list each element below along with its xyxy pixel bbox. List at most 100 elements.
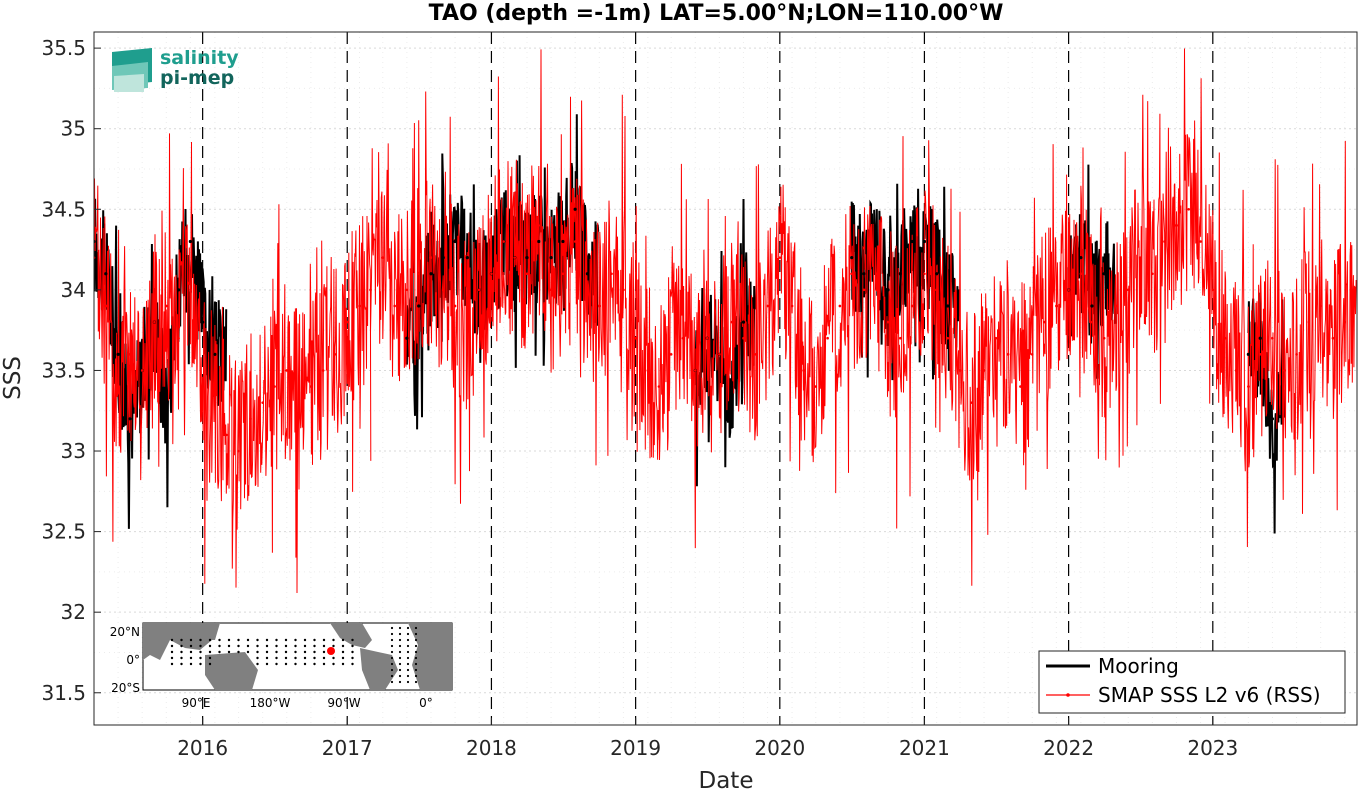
mooring-dot: [341, 644, 345, 648]
mooring-data-point: [1270, 417, 1275, 421]
north-america-landmass: [330, 623, 372, 648]
mooring-dot: [398, 638, 402, 642]
smap-data-point: [1079, 272, 1083, 276]
inset-lon-0: 0°: [419, 696, 433, 710]
smap-data-point: [369, 288, 372, 292]
smap-data-point: [935, 288, 938, 292]
smap-data-point: [201, 385, 204, 388]
smap-data-point: [597, 304, 601, 308]
salinity-pi-mep-logo: salinity pi-mep: [112, 47, 239, 92]
smap-data-point: [681, 336, 685, 340]
smap-data-point: [1006, 353, 1010, 356]
mooring-dot: [256, 656, 259, 660]
mooring-dot: [170, 644, 174, 648]
mooring-dot: [303, 650, 307, 654]
mooring-dot: [390, 656, 394, 660]
smap-data-point: [705, 336, 709, 340]
mooring-dot: [390, 638, 394, 642]
south-america-landmass: [360, 648, 398, 690]
mooring-dot: [390, 644, 394, 648]
smap-data-point: [1055, 304, 1058, 308]
smap-data-point: [1247, 385, 1250, 388]
smap-data-point: [814, 385, 818, 388]
smap-data-point: [225, 433, 228, 437]
smap-data-point: [1019, 385, 1022, 388]
mooring-dot: [227, 644, 231, 648]
x-tick-label: 2016: [177, 736, 228, 760]
mooring-data-point: [213, 352, 217, 356]
x-tick-label: 2021: [899, 736, 950, 760]
smap-data-point: [718, 353, 721, 356]
inset-lat-0: 0°: [126, 653, 140, 667]
x-tick-label: 2018: [466, 736, 517, 760]
smap-data-point: [309, 385, 313, 388]
mooring-dot: [256, 650, 259, 654]
mooring-dot: [256, 638, 259, 642]
smap-data-point: [405, 288, 409, 292]
x-tick-label: 2022: [1043, 736, 1094, 760]
smap-series-line: [94, 48, 1357, 594]
smap-data-point: [1151, 272, 1154, 276]
smap-data-point: [1043, 320, 1046, 324]
mooring-dot: [351, 650, 354, 654]
mooring-dot: [275, 650, 278, 654]
smap-data-point: [1343, 320, 1347, 324]
smap-data-point: [321, 369, 325, 372]
mooring-dot: [256, 662, 259, 666]
inset-map: 20°N 0° 20°S 90°E 180°W 90°W 0°: [110, 622, 453, 710]
mooring-dot: [406, 674, 410, 678]
mooring-dot: [414, 632, 418, 636]
mooring-dot: [199, 650, 202, 654]
smap-data-point: [525, 272, 529, 276]
smap-data-point: [754, 353, 758, 356]
smap-data-point: [1211, 288, 1215, 292]
smap-data-point: [164, 304, 168, 308]
smap-data-point: [1283, 369, 1286, 372]
mooring-dot: [170, 656, 174, 660]
mooring-data-point: [453, 239, 457, 244]
smap-data-point: [1307, 320, 1311, 324]
mooring-dot: [414, 674, 418, 678]
smap-data-point: [177, 336, 180, 340]
mooring-dot: [294, 650, 297, 654]
smap-data-point: [1223, 336, 1227, 340]
smap-data-point: [1030, 353, 1034, 356]
mooring-dot: [284, 662, 288, 666]
mooring-dot: [398, 674, 402, 678]
mooring-dot: [303, 656, 307, 660]
mooring-dot: [218, 638, 221, 642]
australia-landmass: [205, 652, 258, 690]
mooring-data-point: [128, 417, 132, 421]
mooring-dot: [406, 632, 410, 636]
mooring-dot: [284, 656, 288, 660]
plot-frame: [93, 31, 1358, 726]
mooring-dot: [227, 638, 231, 642]
smap-data-point: [693, 369, 697, 372]
mooring-dot: [227, 650, 231, 654]
smap-data-point: [982, 369, 986, 372]
smap-data-point: [116, 385, 120, 388]
mooring-dot: [189, 650, 193, 654]
smap-data-point: [128, 353, 132, 356]
y-tick-label: 35.5: [41, 36, 86, 60]
mooring-dot: [313, 644, 316, 648]
mooring-dot: [275, 656, 278, 660]
mooring-dot: [406, 638, 410, 642]
mooring-dot: [390, 626, 394, 630]
smap-data-point: [490, 272, 493, 276]
smap-data-point: [634, 336, 637, 340]
mooring-dot: [218, 650, 221, 654]
logo-line1: salinity: [160, 47, 239, 69]
mooring-dot: [246, 650, 250, 654]
x-tick-label: 2019: [610, 736, 661, 760]
mooring-dot: [170, 662, 174, 666]
smap-data-point: [1114, 304, 1118, 308]
mooring-dot: [341, 662, 345, 666]
mooring-data-point: [741, 320, 746, 324]
smap-data-point: [466, 320, 469, 324]
mooring-dot: [414, 680, 418, 684]
smap-data-point: [381, 256, 385, 259]
mooring-dot: [398, 650, 402, 654]
mooring-dot: [199, 638, 202, 642]
